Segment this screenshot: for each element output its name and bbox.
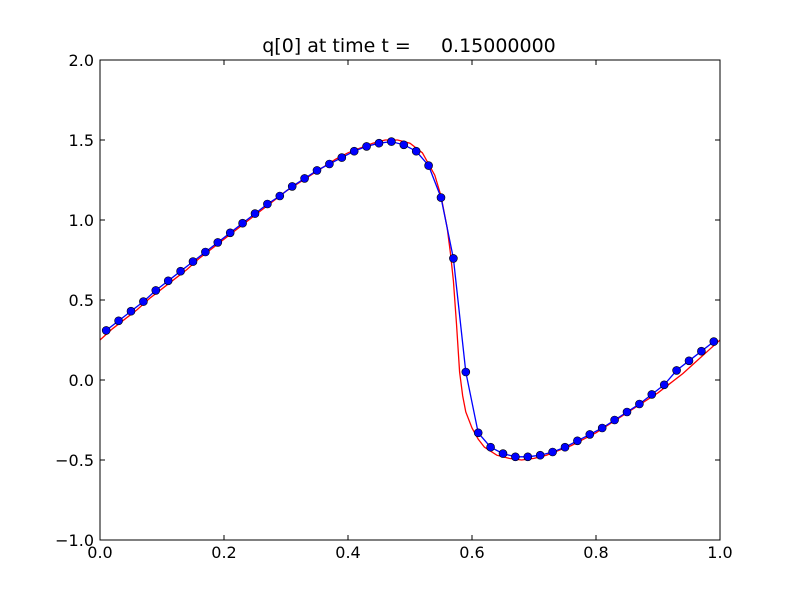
data-point	[312, 166, 322, 175]
data-point	[374, 138, 384, 148]
data-point	[697, 346, 706, 356]
y-tick-label: 0.5	[69, 291, 94, 310]
data-point	[238, 218, 247, 228]
x-tick-label: 0.6	[459, 543, 484, 562]
data-point	[188, 257, 198, 266]
data-point	[523, 452, 533, 462]
data-point	[399, 140, 409, 150]
data-point	[275, 191, 285, 201]
data-point	[300, 174, 309, 183]
x-tick-label: 0.4	[335, 543, 360, 562]
data-point	[486, 442, 495, 452]
y-tick-label: 2.0	[69, 51, 94, 70]
data-point	[163, 276, 173, 286]
data-point	[610, 415, 619, 425]
data-point	[684, 356, 694, 366]
data-point	[461, 367, 471, 377]
data-point	[349, 146, 359, 156]
plot-area	[100, 137, 720, 462]
x-tick-label: 1.0	[707, 543, 732, 562]
data-point	[225, 228, 235, 238]
y-tick-label: 1.0	[69, 211, 94, 230]
data-point	[672, 366, 681, 375]
data-point	[709, 337, 719, 346]
y-tick-label: −0.5	[55, 451, 94, 470]
data-point	[201, 247, 210, 257]
data-point	[635, 399, 644, 409]
x-tick-label: 0.8	[583, 543, 608, 562]
data-point	[511, 452, 520, 462]
axis-ticks: 0.0 0.2 0.4 0.6 0.8 1.0 −1.0 −0.5 0.0 0.5 1.0 1.5 2.…	[55, 51, 733, 562]
data-point	[411, 146, 421, 156]
data-point	[424, 161, 433, 170]
data-point	[560, 442, 570, 452]
data-point	[647, 390, 657, 399]
data-point	[585, 430, 595, 439]
data-point	[449, 254, 458, 263]
data-point	[548, 447, 557, 457]
y-tick-label: 0.0	[69, 371, 94, 390]
data-point	[659, 380, 669, 390]
data-point	[498, 449, 508, 458]
data-point	[250, 209, 260, 218]
data-point	[114, 316, 123, 326]
data-point	[213, 238, 223, 247]
x-tick-label: 0.2	[211, 543, 236, 562]
data-point	[263, 199, 272, 209]
data-point	[151, 286, 161, 295]
data-point	[473, 428, 483, 438]
data-point	[622, 407, 632, 417]
y-tick-label: 1.5	[69, 131, 94, 150]
data-point	[436, 193, 446, 202]
data-point	[139, 297, 148, 306]
data-point	[337, 153, 347, 162]
x-tick-label: 0.0	[87, 543, 112, 562]
data-point	[387, 137, 396, 146]
data-point	[287, 182, 297, 191]
data-point	[101, 326, 111, 335]
data-point	[597, 423, 607, 433]
data-point	[362, 142, 371, 151]
data-point	[176, 266, 185, 276]
y-tick-label: −1.0	[55, 531, 94, 550]
data-point	[573, 436, 582, 446]
chart-title: q[0] at time t = 0.15000000	[262, 35, 556, 57]
data-point	[126, 306, 136, 316]
data-point	[535, 450, 545, 460]
data-point	[325, 159, 334, 169]
